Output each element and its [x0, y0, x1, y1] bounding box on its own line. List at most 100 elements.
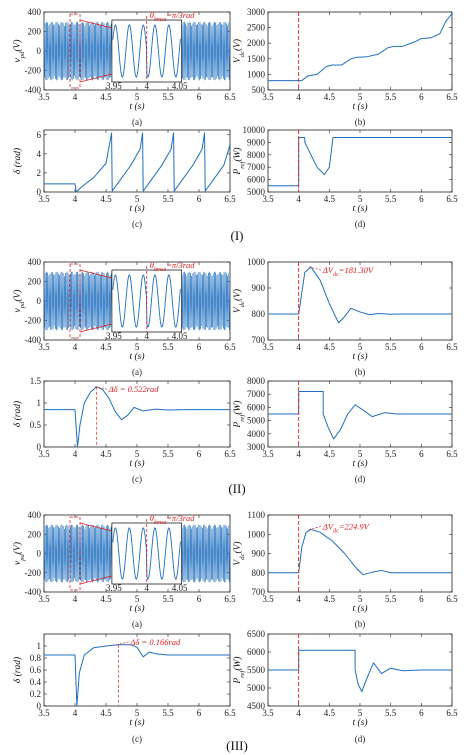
chart-panel-2-a: 3.5 4 4.5 5 5.5 6 6.5 400 200 0 -200 -400 t (s) vpd(V…	[12, 257, 236, 377]
chart-panel-1-b: 3.5 4 4.5 5 5.5 6 6.5 3000 2500 2000 1500 1000 500 t …	[232, 7, 458, 127]
x-tick-label: 4.5	[324, 594, 336, 604]
x-tick-label: 4.5	[100, 342, 112, 352]
y-tick-label: 10000	[243, 125, 266, 135]
panel-caption: (d)	[355, 734, 366, 744]
y-axis-label: vpd(V)	[12, 40, 26, 63]
x-tick-label: 6.5	[446, 708, 458, 718]
x-axis-label: t (s)	[352, 351, 367, 362]
panel-caption: (d)	[355, 219, 366, 229]
x-tick-label: 6	[197, 342, 202, 352]
inset-annotation: θbmse=π/3rad	[150, 513, 196, 526]
series-line	[268, 13, 452, 82]
x-tick-label: 3.5	[38, 594, 50, 604]
x-tick-label: 6.5	[224, 194, 236, 204]
y-tick-label: 0	[37, 442, 42, 452]
x-tick-label: 4	[73, 708, 78, 718]
x-tick-label: 6.5	[224, 449, 236, 459]
x-tick-label: 3.5	[262, 194, 274, 204]
y-tick-label: 6	[37, 130, 42, 140]
x-tick-label: 3.5	[38, 449, 50, 459]
x-tick-label: 5.5	[385, 594, 397, 604]
x-tick-label: 4	[73, 342, 78, 352]
series-line	[268, 649, 452, 693]
chart-panel-2-d: 3.5 4 4.5 5 5.5 6 6.5 8000 7000 6000 5000 4000 3000 t…	[232, 376, 458, 484]
y-tick-label: -200	[25, 66, 42, 76]
y-axis-label: Pref(W)	[232, 656, 246, 684]
y-tick-label: 0.2	[30, 689, 41, 699]
x-axis-label: t (s)	[129, 717, 144, 728]
x-tick-label: 4	[73, 92, 78, 102]
y-tick-label: 8000	[247, 376, 266, 386]
annotation-label: Δδ = 0.522rad	[108, 384, 160, 394]
y-tick-label: 1500	[247, 54, 266, 64]
y-tick-label: 0	[37, 46, 42, 56]
zoom-region-marker	[69, 13, 81, 89]
x-tick-label: 6	[197, 92, 202, 102]
x-tick-label: 4	[296, 708, 301, 718]
x-tick-label: 4.5	[324, 449, 336, 459]
x-tick-label: 5.5	[162, 449, 174, 459]
x-tick-label: 4.5	[100, 708, 112, 718]
y-tick-label: 7000	[247, 162, 266, 172]
x-tick-label: 4	[73, 194, 78, 204]
series-line	[268, 391, 452, 440]
x-tick-label: 4	[296, 194, 301, 204]
x-tick-label: 4	[296, 92, 301, 102]
y-tick-label: 2000	[247, 38, 266, 48]
series-line	[44, 644, 230, 706]
y-tick-label: -400	[25, 85, 42, 95]
inset-connector	[79, 269, 112, 279]
x-tick-label: 6.5	[446, 92, 458, 102]
x-tick-label: 6.5	[446, 194, 458, 204]
x-axis-label: t (s)	[352, 203, 367, 214]
y-tick-label: 9000	[247, 137, 266, 147]
y-tick-label: 1.5	[30, 376, 42, 386]
x-tick-label: 4	[296, 449, 301, 459]
inset-connector	[79, 19, 112, 29]
x-tick-label: 3.5	[38, 92, 50, 102]
y-tick-label: 4	[37, 149, 42, 159]
y-tick-label: -400	[25, 335, 42, 345]
x-tick-label: 4.5	[324, 708, 336, 718]
y-tick-label: 1	[37, 398, 42, 408]
x-axis-label: t (s)	[129, 101, 144, 112]
inset-x-tick-label: 4.05	[172, 583, 188, 593]
x-axis-label: t (s)	[129, 603, 144, 614]
inset-series-line	[112, 527, 181, 580]
y-tick-label: 6000	[247, 647, 266, 657]
inset-x-tick-label: 3.95	[106, 331, 122, 341]
panel-caption: (b)	[355, 117, 366, 127]
x-tick-label: 4.5	[324, 342, 336, 352]
group-label: (III)	[226, 738, 248, 753]
panel-caption: (a)	[132, 367, 142, 377]
y-tick-label: 0	[37, 187, 42, 197]
x-axis-label: t (s)	[352, 603, 367, 614]
y-axis-label: Vdc(V)	[232, 289, 246, 313]
annotation-label: Δδ = 0.166rad	[129, 637, 181, 647]
x-tick-label: 4	[296, 342, 301, 352]
x-tick-label: 6	[197, 449, 202, 459]
y-tick-label: 4500	[247, 701, 266, 711]
inset-annotation: θbmse=π/3rad	[150, 10, 196, 23]
x-tick-label: 6	[419, 449, 424, 459]
chart-panel-1-a: 3.5 4 4.5 5 5.5 6 6.5 400 200 0 -200 -400 t (s) vpd(V…	[12, 7, 236, 127]
x-tick-label: 5	[358, 594, 363, 604]
y-tick-label: 700	[252, 587, 266, 597]
inset-x-tick-label: 3.95	[106, 81, 122, 91]
x-tick-label: 5.5	[162, 594, 174, 604]
inset-x-tick-label: 4.05	[172, 81, 188, 91]
y-tick-label: 0.5	[30, 420, 42, 430]
zoom-region-marker	[69, 516, 81, 591]
y-tick-label: 400	[28, 257, 42, 267]
plot-frame	[267, 11, 453, 91]
inset-series-line	[112, 24, 181, 78]
chart-panel-3-c: 3.5 4 4.5 5 5.5 6 6.5 1 0.8 0.6 0.4 0.2 0 t (s) δ (rad…	[12, 633, 236, 744]
y-tick-label: 2500	[247, 23, 266, 33]
y-tick-label: 5000	[247, 416, 266, 426]
x-tick-label: 4.5	[100, 594, 112, 604]
group-label: (II)	[228, 481, 245, 496]
chart-panel-1-c: 3.5 4 4.5 5 5.5 6 6.5 6 4 2 0 t (s) δ (rad) (c)	[12, 129, 236, 229]
x-tick-label: 5	[358, 92, 363, 102]
y-tick-label: 200	[28, 277, 42, 287]
